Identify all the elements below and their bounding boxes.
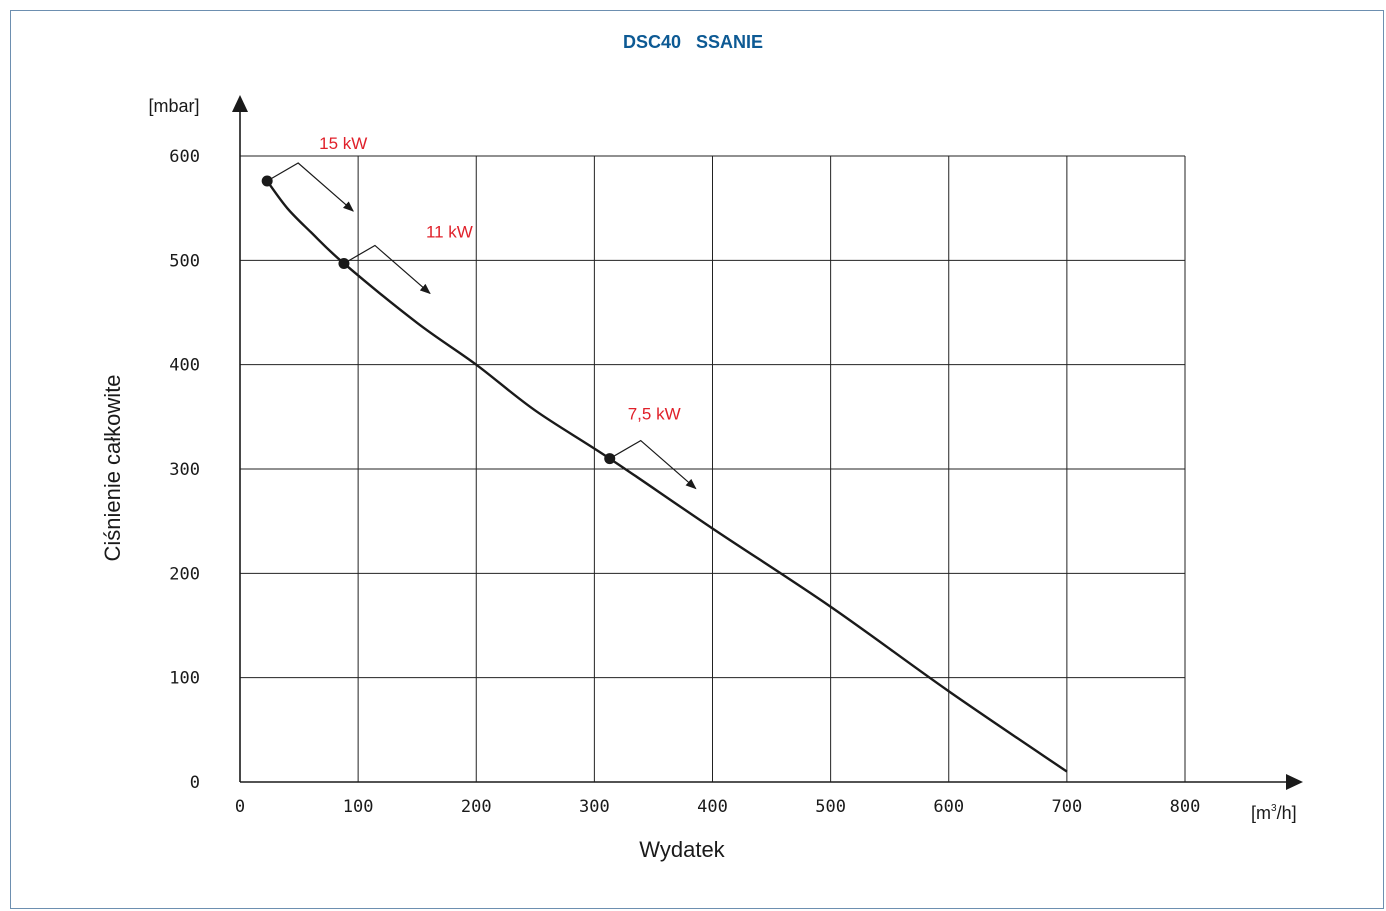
- series-line: [266, 180, 1068, 773]
- axes: [232, 95, 1303, 790]
- y-axis-arrowhead: [232, 95, 248, 112]
- annotation-label-2: 7,5 kW: [628, 405, 681, 424]
- x-axis-unit: [m3/h]: [1251, 803, 1297, 823]
- x-axis-unit-tail: /h]: [1277, 803, 1297, 823]
- y-tick-label-3: 300: [169, 460, 200, 480]
- annotation-arrow-2: [609, 439, 697, 490]
- x-axis-arrowhead: [1286, 774, 1303, 790]
- y-tick-label-5: 500: [169, 251, 200, 271]
- grid-lines: [239, 155, 1186, 783]
- y-axis-unit: [mbar]: [148, 96, 199, 116]
- y-tick-label-2: 200: [169, 564, 200, 584]
- x-axis-title: Wydatek: [639, 837, 725, 862]
- chart-frame: [10, 10, 1384, 909]
- power-markers: [261, 175, 616, 465]
- y-tick-label-4: 400: [169, 356, 200, 376]
- x-tick-label-6: 600: [933, 797, 964, 817]
- annotation-arrow-0: [266, 162, 354, 212]
- x-tick-label-5: 500: [815, 797, 846, 817]
- x-tick-label-7: 700: [1052, 797, 1083, 817]
- x-tick-label-1: 100: [343, 797, 374, 817]
- x-tick-label-4: 400: [697, 797, 728, 817]
- annotation-label-1: 11 kW: [426, 222, 473, 241]
- y-tick-label-1: 100: [169, 669, 200, 689]
- y-axis-title: Ciśnienie całkowite: [100, 374, 125, 561]
- x-tick-labels: 0 100 200 300 400 500 600 700 800: [235, 797, 1200, 817]
- x-tick-label-0: 0: [235, 797, 245, 817]
- annotation-arrow-1: [343, 244, 431, 295]
- y-tick-labels: 0 100 200 300 400 500 600: [169, 147, 200, 793]
- chart-title: DSC40 SSANIE: [623, 32, 763, 52]
- y-tick-label-0: 0: [190, 773, 200, 793]
- x-axis-unit-sup: 3: [1271, 803, 1277, 814]
- annotation-label-0: 15 kW: [319, 134, 367, 153]
- x-tick-label-8: 800: [1170, 797, 1201, 817]
- x-tick-label-2: 200: [461, 797, 492, 817]
- power-annotations: 15 kW 11 kW 7,5 kW: [266, 134, 697, 490]
- y-tick-label-6: 600: [169, 147, 200, 167]
- x-axis-unit-base: [m: [1251, 803, 1271, 823]
- x-tick-label-3: 300: [579, 797, 610, 817]
